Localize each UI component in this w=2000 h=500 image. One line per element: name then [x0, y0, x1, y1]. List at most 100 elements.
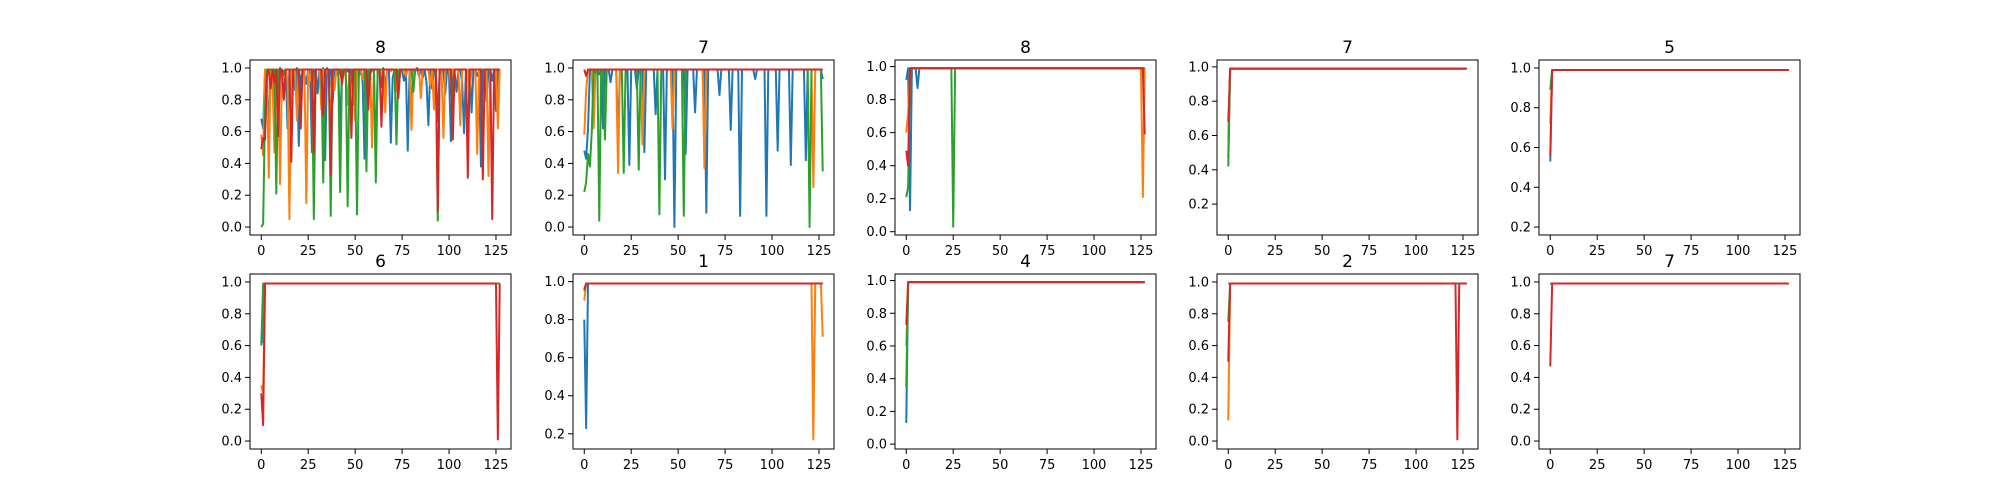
x-tick-label: 50: [347, 458, 364, 473]
y-tick-label: 1.0: [544, 61, 565, 76]
series-line-2: [1227, 282, 1467, 421]
series-line-2: [905, 67, 1146, 199]
x-tick-label: 25: [623, 244, 640, 259]
y-tick-label: 0.2: [866, 405, 887, 420]
x-tick-label: 100: [1082, 458, 1107, 473]
y-tick-label: 0.0: [544, 221, 565, 236]
x-tick-label: 100: [1404, 458, 1429, 473]
x-tick-label: 50: [1636, 244, 1653, 259]
x-tick-label: 125: [484, 458, 509, 473]
x-tick-label: 50: [1314, 458, 1331, 473]
subplot-title: 7: [1342, 38, 1353, 58]
x-tick-label: 125: [1129, 244, 1154, 259]
x-tick-label: 50: [1314, 244, 1331, 259]
y-tick-label: 0.8: [1510, 307, 1531, 322]
y-tick-label: 1.0: [1510, 275, 1531, 290]
series-line-2: [1227, 67, 1467, 139]
subplot-8: 4 0 25 50 75 100 125 0.0 0.2 0.4 0.6 0.8 1.0: [866, 252, 1157, 473]
subplot-2: 7 0 25 50 75 100 125 0.0 0.2 0.4 0.6 0.8 1.0: [544, 38, 835, 259]
y-tick-label: 1.0: [1188, 275, 1209, 290]
x-tick-label: 75: [1361, 244, 1378, 259]
plot-frame: [894, 273, 1157, 450]
subplot-title: 5: [1664, 38, 1675, 58]
x-tick-label: 0: [1546, 244, 1554, 259]
y-tick-label: 1.0: [866, 60, 887, 75]
y-tick-label: 0.2: [866, 192, 887, 207]
x-tick-label: 125: [1129, 458, 1154, 473]
series-line-1: [1227, 67, 1467, 158]
plot-frame: [1216, 59, 1479, 236]
y-tick-label: 0.4: [1188, 163, 1209, 178]
y-tick-label: 0.8: [1188, 307, 1209, 322]
series-line-4: [260, 282, 501, 441]
x-tick-label: 75: [1361, 458, 1378, 473]
series-line-3: [905, 67, 1145, 228]
x-tick-label: 0: [1224, 458, 1232, 473]
series-line-3: [1549, 68, 1789, 90]
x-tick-label: 25: [945, 244, 962, 259]
series-line-4: [1549, 68, 1789, 156]
x-tick-label: 0: [580, 244, 588, 259]
subplot-title: 7: [698, 38, 709, 58]
series-line-4: [1227, 67, 1467, 122]
x-tick-label: 100: [1082, 244, 1107, 259]
series-line-1: [905, 67, 1145, 212]
x-tick-label: 25: [945, 458, 962, 473]
x-tick-label: 125: [1451, 244, 1476, 259]
x-tick-label: 50: [670, 458, 687, 473]
y-tick-label: 0.0: [221, 221, 242, 236]
y-tick-label: 0.8: [866, 93, 887, 108]
y-tick-label: 0.4: [1510, 371, 1531, 386]
y-tick-label: 0.8: [221, 307, 242, 322]
y-tick-label: 0.2: [221, 403, 242, 418]
subplot-10: 7 0 25 50 75 100 125 0.0 0.2 0.4 0.6 0.8 1.0: [1510, 252, 1801, 473]
y-tick-label: 0.6: [1188, 129, 1209, 144]
subplot-title: 8: [1020, 38, 1031, 58]
y-tick-label: 0.2: [1188, 198, 1209, 213]
y-tick-label: 0.0: [866, 438, 887, 453]
series-line-3: [1227, 282, 1467, 322]
series-line-3: [1227, 67, 1467, 167]
x-tick-label: 100: [760, 458, 785, 473]
x-tick-label: 100: [1726, 458, 1751, 473]
y-tick-label: 1.0: [544, 275, 565, 290]
x-tick-label: 25: [1267, 458, 1284, 473]
x-tick-label: 75: [1683, 458, 1700, 473]
y-tick-label: 0.6: [221, 339, 242, 354]
series-line-2: [583, 282, 824, 441]
x-tick-label: 75: [394, 458, 411, 473]
x-tick-label: 0: [580, 458, 588, 473]
x-tick-label: 75: [1039, 244, 1056, 259]
x-tick-label: 0: [1224, 244, 1232, 259]
y-tick-label: 0.4: [866, 372, 887, 387]
series-line-4: [583, 282, 823, 290]
subplot-title: 2: [1342, 252, 1353, 272]
y-tick-label: 1.0: [221, 61, 242, 76]
y-tick-label: 0.6: [1188, 339, 1209, 354]
y-tick-label: 1.0: [221, 275, 242, 290]
x-tick-label: 125: [807, 458, 832, 473]
x-tick-label: 25: [1589, 458, 1606, 473]
x-tick-label: 75: [1039, 458, 1056, 473]
y-tick-label: 0.6: [1510, 339, 1531, 354]
series-line-2: [583, 68, 823, 189]
y-tick-label: 0.8: [866, 307, 887, 322]
subplot-1: 8 0 25 50 75 100 125 0.0 0.2 0.4 0.6 0.8 1.0: [221, 38, 512, 259]
series-line-4: [260, 68, 500, 221]
series-line-2: [1549, 68, 1789, 124]
subplot-4: 7 0 25 50 75 100 125 0.2 0.4 0.6 0.8 1.0: [1188, 38, 1479, 259]
plot-frame: [249, 273, 512, 450]
x-tick-label: 125: [484, 244, 509, 259]
y-tick-label: 0.4: [544, 157, 565, 172]
y-tick-label: 0.2: [544, 427, 565, 442]
series-line-1: [260, 282, 500, 344]
x-tick-label: 0: [902, 244, 910, 259]
x-tick-label: 0: [902, 458, 910, 473]
subplot-6: 6 0 25 50 75 100 125 0.0 0.2 0.4 0.6 0.8 1.0: [221, 252, 512, 473]
y-tick-label: 0.0: [1510, 435, 1531, 450]
series-line-3: [905, 281, 1145, 387]
x-tick-label: 75: [394, 244, 411, 259]
plot-frame: [894, 59, 1157, 236]
plot-frame: [572, 273, 835, 450]
